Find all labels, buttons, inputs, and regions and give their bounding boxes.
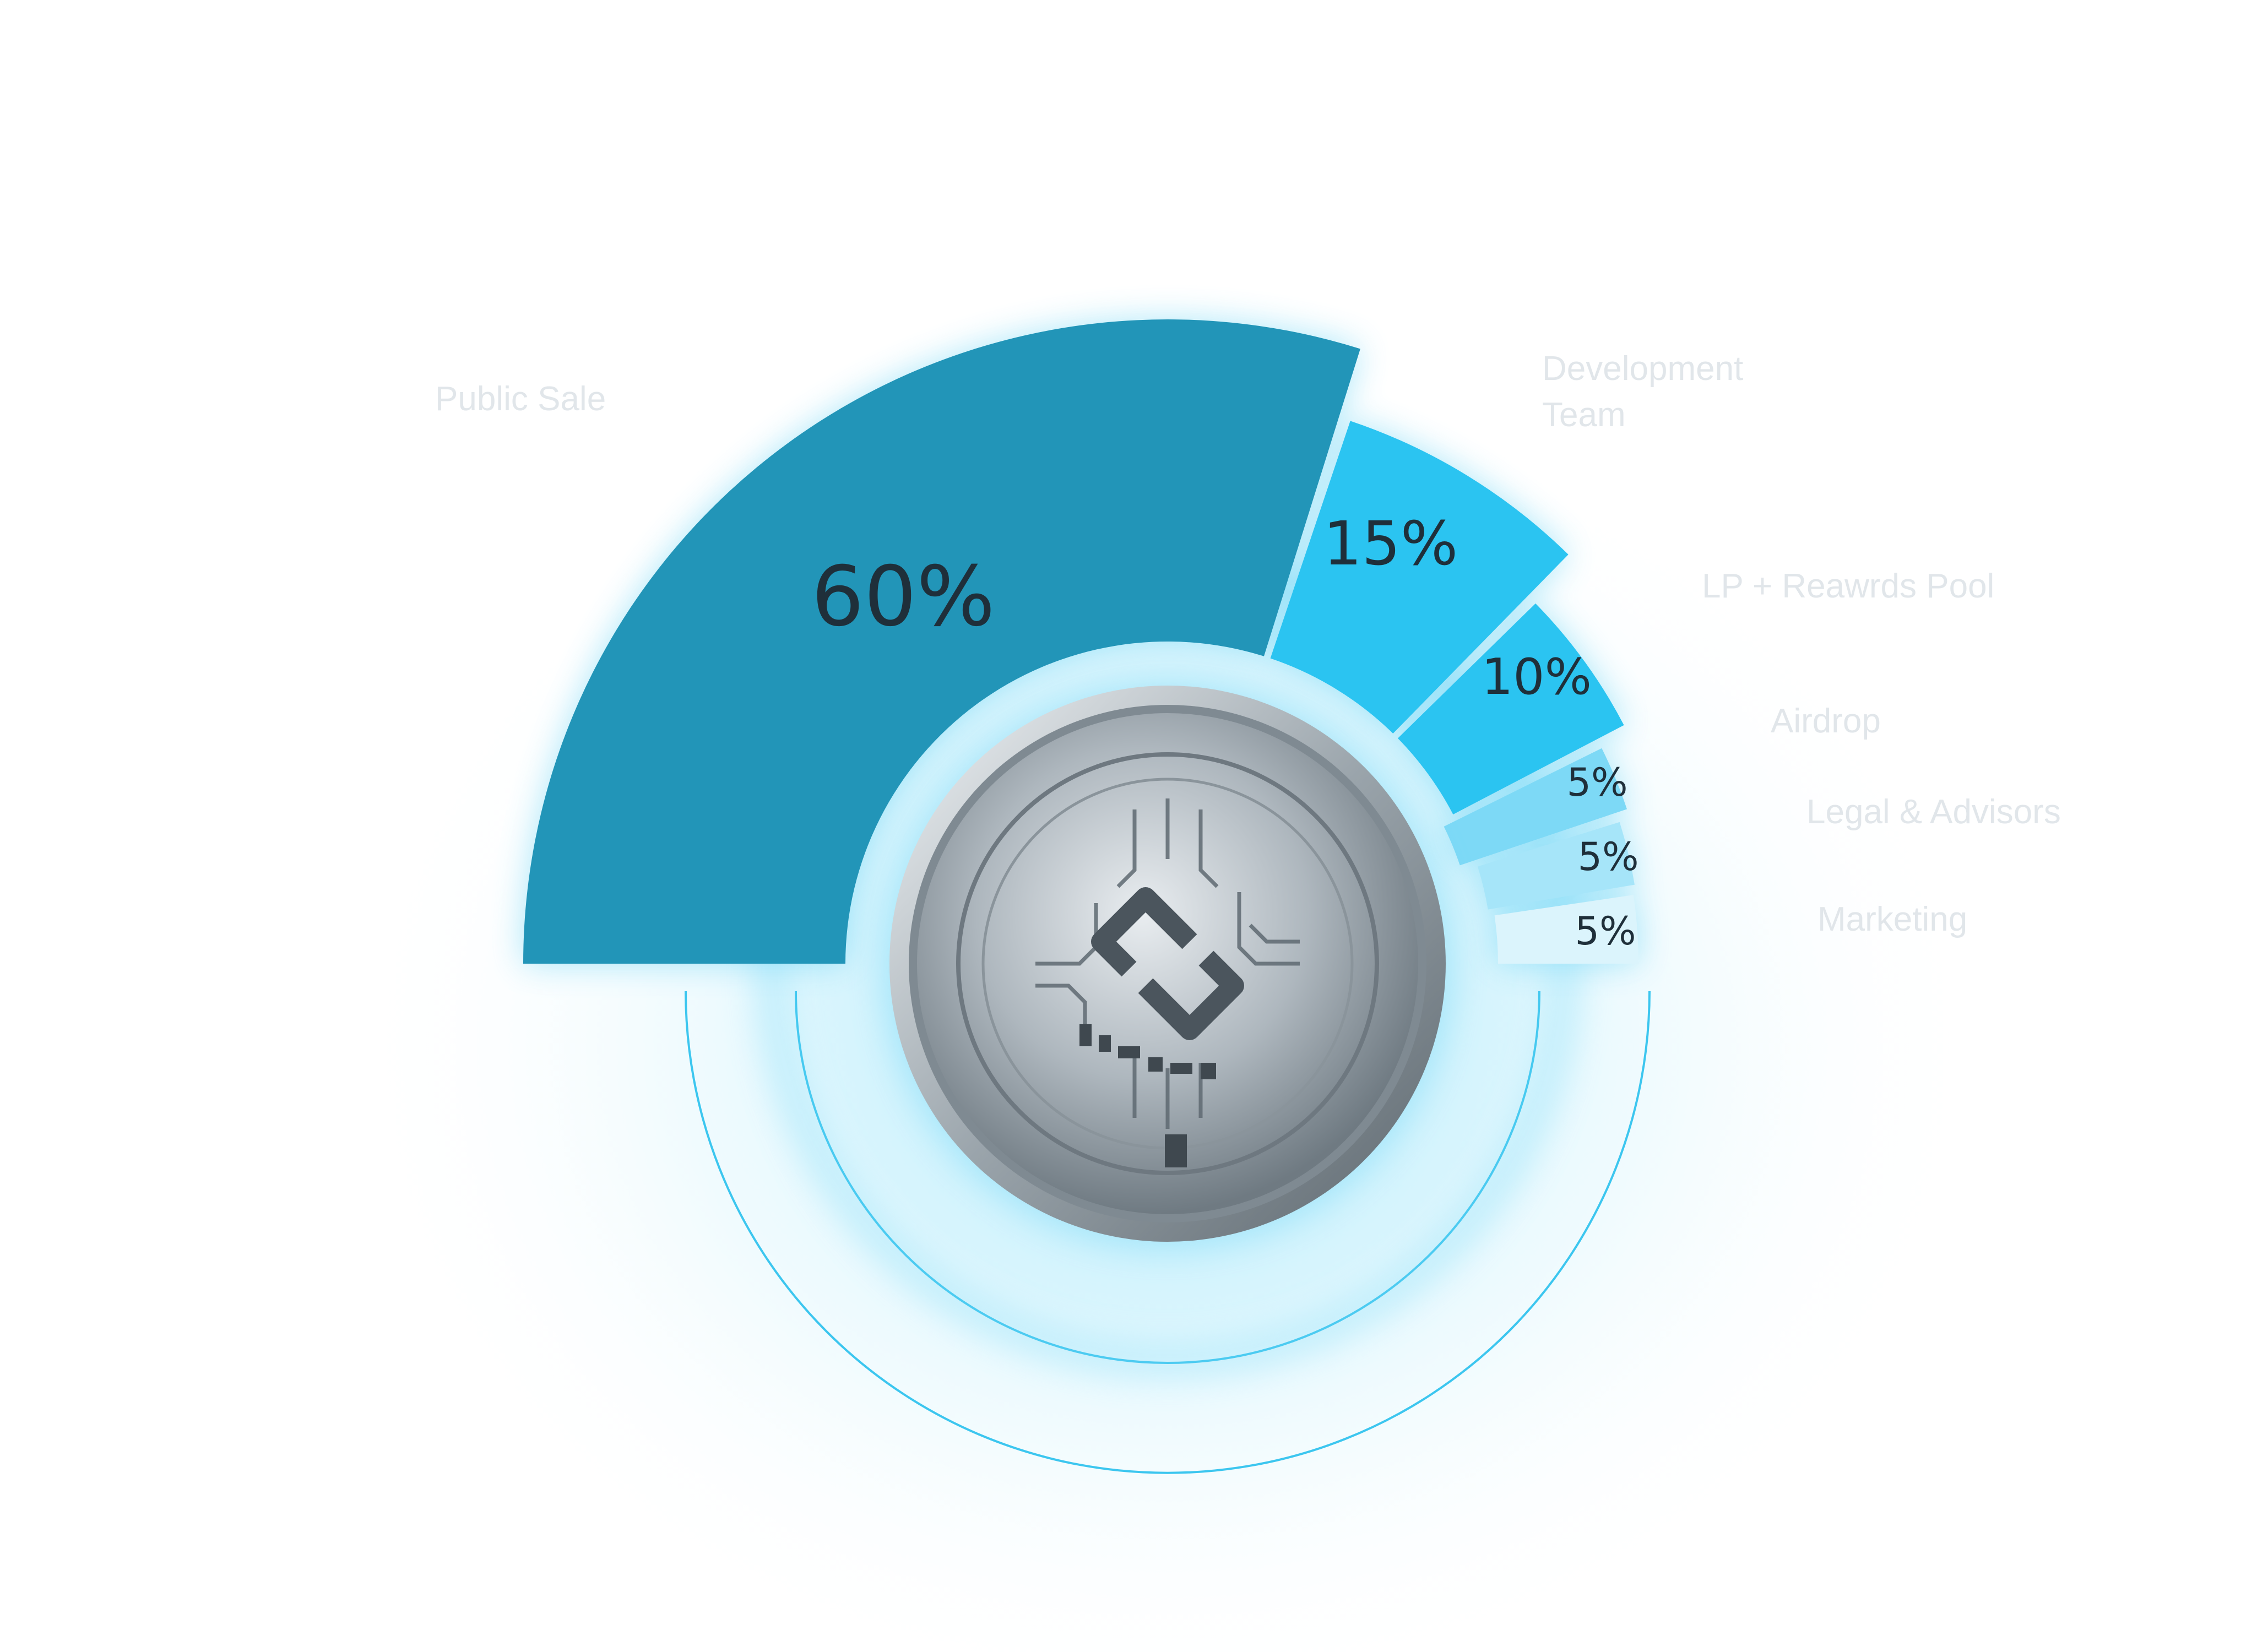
category-labels-group: Public Sale Development Team LP + Reawrds P… xyxy=(435,350,2061,938)
value-label: 5% xyxy=(1566,760,1627,805)
value-label: 5% xyxy=(1577,834,1638,879)
coin-icon xyxy=(881,677,1454,1250)
slice-development-team xyxy=(1270,421,1569,734)
category-label: Marketing xyxy=(1817,900,1967,938)
category-label: Airdrop xyxy=(1771,702,1881,740)
value-labels-group: 60% 15% 10% 5% 5% 5% xyxy=(811,508,1638,954)
coin-face xyxy=(917,713,1418,1214)
value-label: 60% xyxy=(811,549,995,645)
slice-airdrop xyxy=(1444,748,1627,866)
coin-logo xyxy=(1091,887,1244,1040)
value-label: 5% xyxy=(1575,909,1636,954)
outer-ring xyxy=(685,991,1651,1474)
category-label: Public Sale xyxy=(435,380,606,418)
slice-lp-reawrds-pool xyxy=(1397,603,1624,814)
slice-public-sale xyxy=(523,319,1360,964)
slices-group xyxy=(523,319,1638,964)
category-label: Development Team xyxy=(1542,350,1743,434)
category-label: Legal & Advisors xyxy=(1806,793,2061,831)
value-label: 10% xyxy=(1482,648,1592,706)
value-label: 15% xyxy=(1323,508,1458,579)
category-label: LP + Reawrds Pool xyxy=(1702,567,1994,605)
slice-legal-advisors xyxy=(1478,822,1635,910)
slice-marketing xyxy=(1494,895,1638,964)
